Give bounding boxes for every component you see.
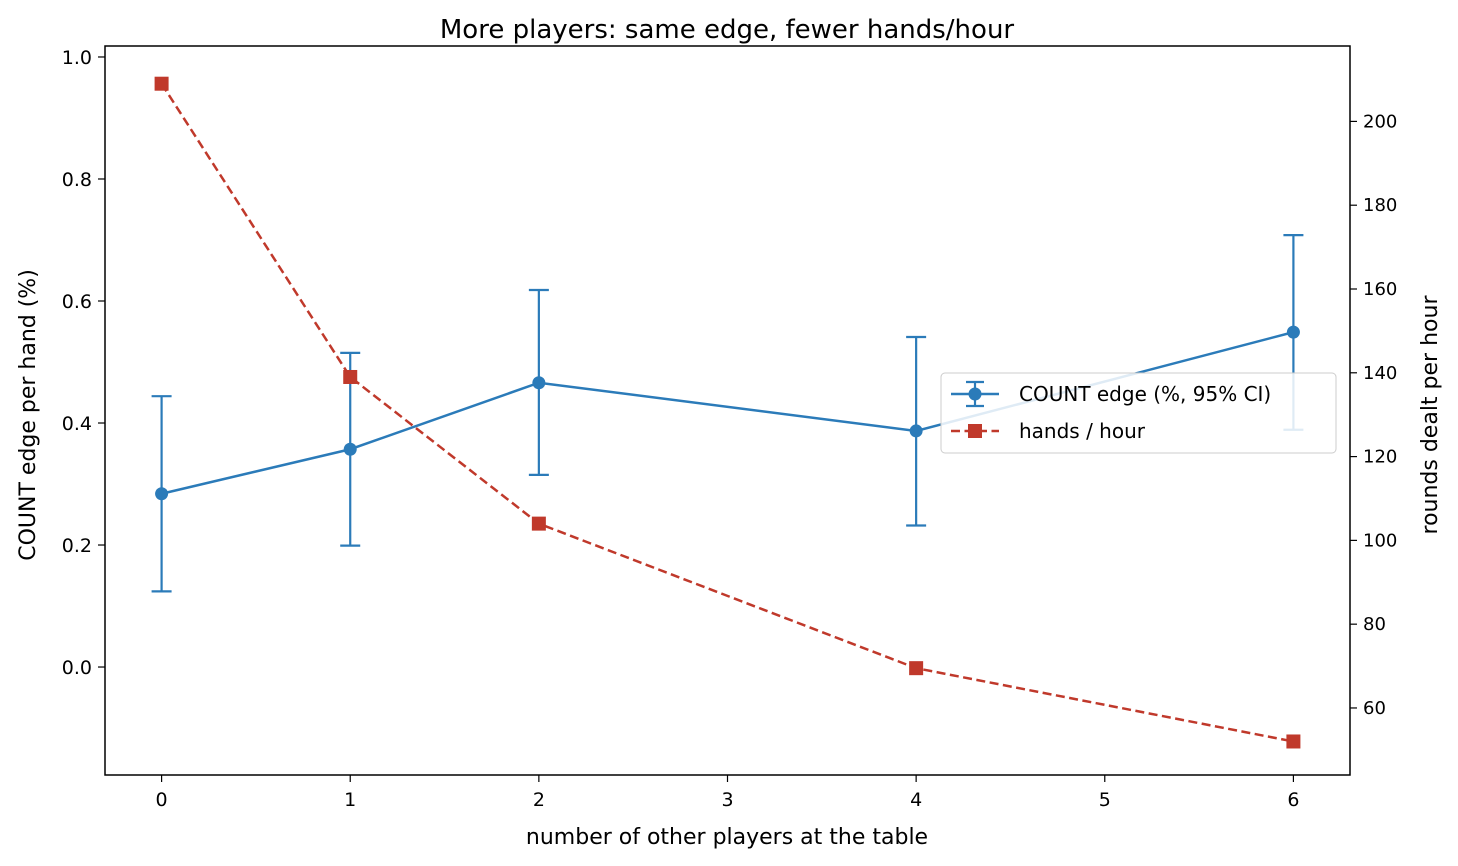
count-edge-point: [1286, 325, 1300, 339]
legend-item-count-edge: COUNT edge (%, 95% CI): [951, 380, 1271, 408]
x-tick-label: 5: [1099, 789, 1111, 811]
hands-per-hour-point: [154, 76, 169, 91]
chart-title: More players: same edge, fewer hands/hou…: [440, 15, 1015, 45]
x-tick-label: 3: [721, 789, 733, 811]
y2-tick-label: 180: [1363, 195, 1397, 216]
legend-marker-count-edge: [968, 387, 982, 401]
x-tick-label: 1: [344, 789, 356, 811]
count-edge-point: [343, 442, 357, 456]
count-edge-point: [909, 424, 923, 438]
y2-tick-label: 160: [1363, 279, 1397, 300]
x-tick-label: 6: [1287, 789, 1299, 811]
x-tick-label: 2: [533, 789, 545, 811]
y2-axis-label: rounds dealt per hour: [1418, 295, 1443, 535]
hands-per-hour-point: [531, 516, 546, 531]
y2-tick-label: 120: [1363, 447, 1397, 468]
legend: COUNT edge (%, 95% CI) hands / hour: [940, 372, 1337, 454]
y-tick-label: 0.8: [62, 169, 92, 191]
y2-tick-label: 140: [1363, 363, 1397, 384]
hands-per-hour-point: [1286, 734, 1301, 749]
y-tick-label: 0.6: [62, 291, 92, 313]
legend-marker-hands-per-hour: [968, 424, 982, 438]
legend-box: [940, 372, 1337, 454]
count-edge-point: [532, 376, 546, 390]
y-tick-label: 0.2: [62, 535, 92, 557]
y-axis-label: COUNT edge per hand (%): [16, 269, 41, 561]
hands-per-hour-point: [909, 661, 924, 676]
series-hands-per-hour: [154, 76, 1301, 749]
y2-tick-label: 100: [1363, 530, 1397, 551]
y2-axis-ticks: 60 80 100 120 140 160 180 200: [1350, 111, 1397, 719]
y2-tick-label: 80: [1363, 614, 1386, 635]
x-tick-label: 0: [156, 789, 168, 811]
y-tick-label: 0.4: [62, 413, 92, 435]
y-axis-ticks: 0.0 0.2 0.4 0.6 0.8 1.0: [62, 47, 105, 679]
count-edge-point: [155, 487, 169, 501]
x-axis-ticks: 0 1 2 3 4 5 6: [156, 775, 1299, 811]
y-tick-label: 0.0: [62, 657, 92, 679]
hands-per-hour-point: [343, 369, 358, 384]
x-axis-label: number of other players at the table: [526, 825, 928, 850]
x-tick-label: 4: [910, 789, 922, 811]
y-tick-label: 1.0: [62, 47, 92, 69]
y2-tick-label: 60: [1363, 698, 1386, 719]
legend-item-hands-per-hour: hands / hour: [951, 419, 1146, 443]
y2-tick-label: 200: [1363, 111, 1397, 132]
legend-label-hands-per-hour: hands / hour: [1019, 419, 1146, 443]
legend-label-count-edge: COUNT edge (%, 95% CI): [1019, 382, 1271, 406]
